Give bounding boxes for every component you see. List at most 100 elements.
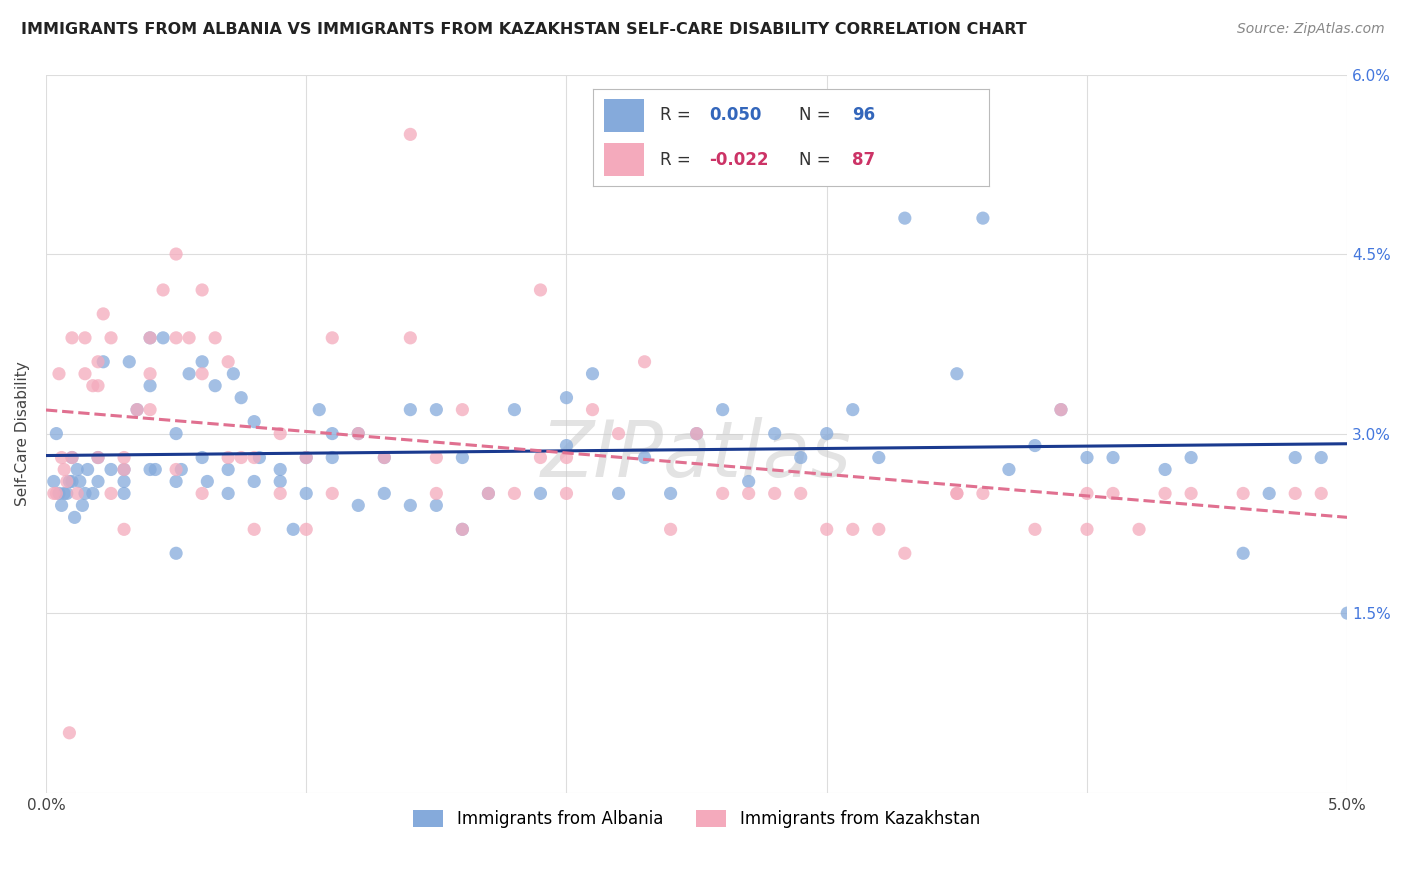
Point — [477, 486, 499, 500]
Point — [48, 367, 70, 381]
Point — [1024, 522, 1046, 536]
Point — [269, 462, 291, 476]
Point — [112, 450, 135, 465]
Point — [399, 402, 422, 417]
Point — [1024, 439, 1046, 453]
Point — [165, 331, 187, 345]
Point — [60, 475, 83, 489]
Point — [179, 367, 201, 381]
Point — [139, 378, 162, 392]
Point — [191, 283, 214, 297]
Point — [815, 426, 838, 441]
Point — [1076, 450, 1098, 465]
Point — [72, 499, 94, 513]
Point — [946, 367, 969, 381]
Point — [118, 355, 141, 369]
Point — [347, 426, 370, 441]
Point — [399, 128, 422, 142]
Point — [425, 499, 447, 513]
Point — [581, 367, 603, 381]
Point — [295, 522, 318, 536]
Point — [283, 522, 305, 536]
Point — [790, 450, 813, 465]
Point — [842, 522, 865, 536]
Point — [607, 426, 630, 441]
Point — [51, 499, 73, 513]
Point — [1102, 486, 1125, 500]
Point — [321, 331, 343, 345]
Point — [91, 307, 114, 321]
Point — [191, 486, 214, 500]
Point — [53, 486, 76, 500]
Point — [972, 486, 994, 500]
Point — [204, 378, 226, 392]
Point — [868, 450, 890, 465]
Point — [529, 486, 551, 500]
Point — [1284, 486, 1306, 500]
Point — [373, 450, 395, 465]
Point — [555, 486, 578, 500]
Point — [946, 486, 969, 500]
Point — [60, 450, 83, 465]
Point — [217, 355, 239, 369]
Point — [894, 546, 917, 560]
Point — [58, 475, 80, 489]
Point — [321, 486, 343, 500]
Point — [69, 475, 91, 489]
Point — [347, 499, 370, 513]
Point — [87, 450, 110, 465]
Point — [139, 331, 162, 345]
Point — [125, 402, 148, 417]
Point — [66, 486, 89, 500]
Point — [998, 462, 1021, 476]
Point — [165, 426, 187, 441]
Point — [503, 486, 526, 500]
Point — [737, 475, 759, 489]
Point — [170, 462, 193, 476]
Point — [82, 486, 104, 500]
Point — [231, 450, 253, 465]
Point — [73, 486, 96, 500]
Point — [581, 402, 603, 417]
Point — [633, 355, 655, 369]
Point — [685, 426, 707, 441]
Point — [87, 475, 110, 489]
Point — [1154, 486, 1177, 500]
Point — [1076, 486, 1098, 500]
Point — [56, 486, 79, 500]
Point — [247, 450, 270, 465]
Point — [243, 450, 266, 465]
Text: ZIPatlas: ZIPatlas — [541, 417, 852, 493]
Point — [100, 462, 122, 476]
Point — [503, 402, 526, 417]
Point — [1284, 450, 1306, 465]
Point — [1336, 606, 1358, 620]
Point — [231, 391, 253, 405]
Point — [152, 283, 174, 297]
Point — [87, 450, 110, 465]
Point — [243, 415, 266, 429]
Point — [295, 486, 318, 500]
Point — [451, 402, 474, 417]
Point — [222, 367, 245, 381]
Point — [633, 450, 655, 465]
Point — [73, 331, 96, 345]
Point — [477, 486, 499, 500]
Point — [152, 331, 174, 345]
Point — [659, 522, 682, 536]
Point — [815, 522, 838, 536]
Point — [946, 486, 969, 500]
Point — [48, 486, 70, 500]
Point — [112, 462, 135, 476]
Point — [425, 450, 447, 465]
Point — [269, 426, 291, 441]
Point — [165, 247, 187, 261]
Point — [45, 426, 67, 441]
Point — [711, 402, 734, 417]
Point — [112, 522, 135, 536]
Point — [243, 522, 266, 536]
Point — [269, 486, 291, 500]
Point — [1232, 546, 1254, 560]
Text: Source: ZipAtlas.com: Source: ZipAtlas.com — [1237, 22, 1385, 37]
Point — [60, 450, 83, 465]
